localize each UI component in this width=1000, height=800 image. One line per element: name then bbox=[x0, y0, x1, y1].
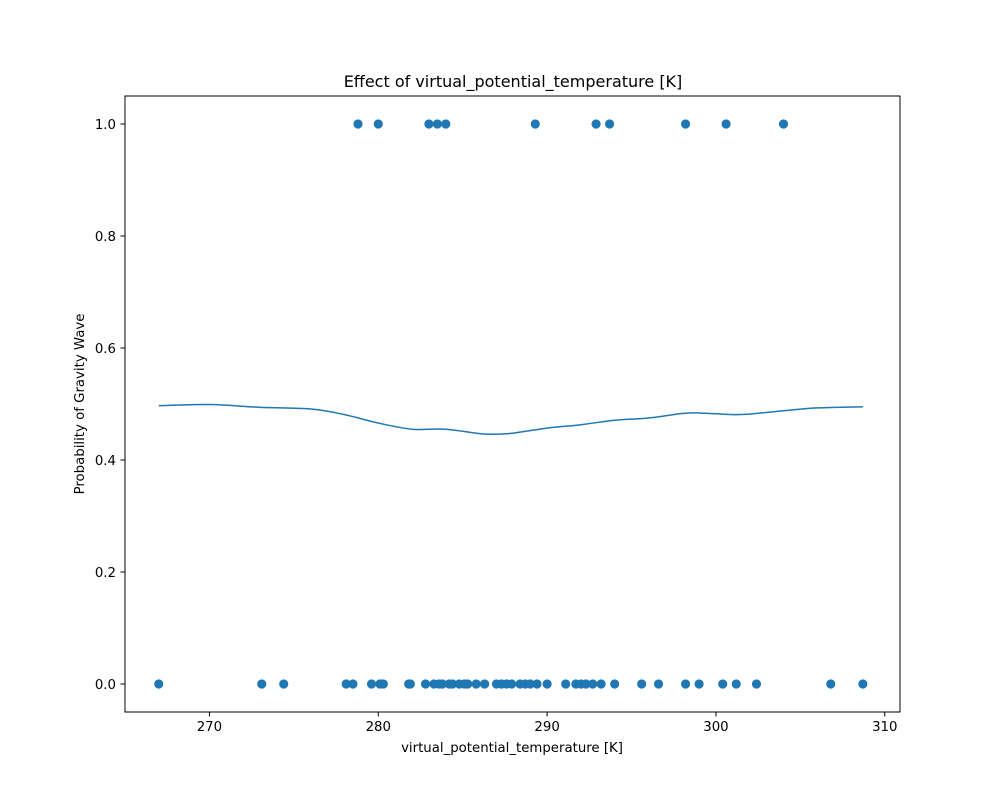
y-axis-label: Probability of Gravity Wave bbox=[73, 314, 88, 495]
x-axis: 270 280 290 300 310 bbox=[197, 712, 897, 735]
data-point bbox=[432, 119, 442, 129]
curve-layer bbox=[158, 403, 863, 436]
data-point bbox=[437, 679, 448, 689]
data-point bbox=[637, 679, 647, 689]
data-point bbox=[858, 679, 868, 689]
data-point bbox=[680, 119, 691, 129]
data-point bbox=[778, 119, 789, 129]
data-point bbox=[257, 679, 267, 689]
data-point bbox=[507, 679, 517, 689]
x-tick-label: 300 bbox=[703, 720, 728, 735]
data-point bbox=[694, 679, 704, 689]
data-point bbox=[653, 679, 664, 689]
chart-title: Effect of virtual_potential_temperature … bbox=[344, 72, 683, 92]
data-point bbox=[373, 119, 383, 129]
data-point bbox=[718, 679, 728, 689]
data-point bbox=[405, 679, 415, 689]
y-tick-label: 0.6 bbox=[95, 342, 116, 357]
data-point bbox=[610, 679, 620, 689]
x-axis-label: virtual_potential_temperature [K] bbox=[401, 741, 623, 756]
data-point bbox=[341, 679, 351, 689]
data-point bbox=[366, 679, 377, 689]
data-point bbox=[542, 679, 552, 689]
data-point bbox=[561, 679, 571, 689]
data-point bbox=[424, 119, 434, 129]
data-point bbox=[279, 679, 289, 689]
y-tick-label: 0.4 bbox=[95, 454, 116, 469]
data-point bbox=[604, 119, 615, 129]
data-point bbox=[721, 119, 731, 129]
data-point bbox=[348, 679, 358, 689]
data-point bbox=[463, 679, 473, 689]
data-point bbox=[588, 679, 598, 689]
data-point bbox=[154, 679, 164, 689]
plot-frame bbox=[124, 95, 901, 713]
y-axis: 0.0 0.2 0.4 0.6 0.8 1.0 bbox=[95, 118, 125, 693]
x-tick-label: 290 bbox=[534, 720, 559, 735]
data-point bbox=[471, 679, 481, 689]
data-point bbox=[596, 679, 606, 689]
data-point bbox=[441, 119, 451, 129]
points-layer bbox=[154, 119, 868, 689]
probability-curve-line bbox=[158, 403, 863, 436]
data-point bbox=[731, 679, 741, 689]
data-point bbox=[447, 679, 458, 689]
y-tick-label: 1.0 bbox=[95, 118, 116, 133]
data-point bbox=[378, 679, 388, 689]
x-tick-label: 310 bbox=[872, 720, 897, 735]
x-tick-label: 280 bbox=[366, 720, 391, 735]
data-point bbox=[751, 679, 762, 689]
data-point bbox=[480, 679, 490, 689]
data-point bbox=[532, 679, 542, 689]
data-point bbox=[420, 679, 431, 689]
data-point bbox=[525, 679, 535, 689]
y-tick-label: 0.0 bbox=[95, 678, 116, 693]
data-point bbox=[530, 119, 540, 129]
data-point bbox=[680, 679, 691, 689]
y-tick-label: 0.8 bbox=[95, 230, 116, 245]
data-point bbox=[591, 119, 601, 129]
data-point bbox=[581, 679, 591, 689]
data-point bbox=[353, 119, 363, 129]
x-tick-label: 270 bbox=[197, 720, 222, 735]
y-tick-label: 0.2 bbox=[95, 566, 116, 581]
data-point bbox=[826, 679, 836, 689]
